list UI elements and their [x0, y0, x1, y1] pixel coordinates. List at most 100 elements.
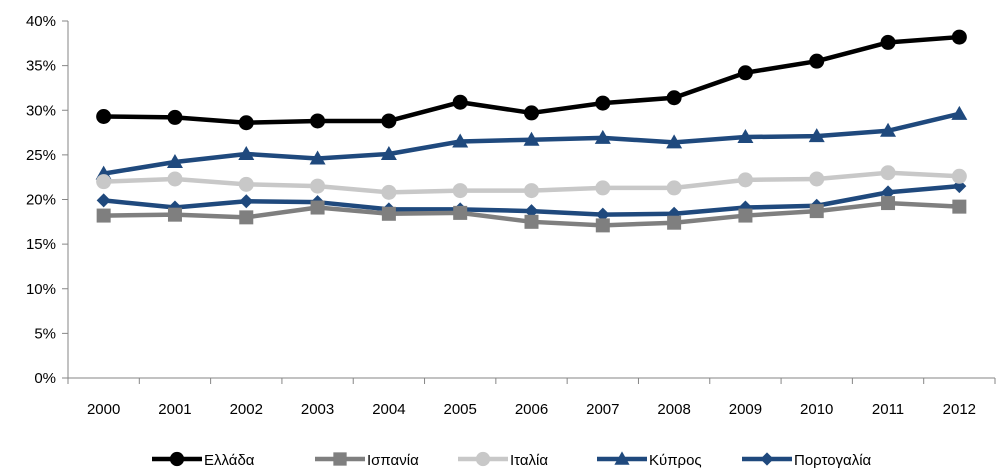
chart-legend: Ελλάδα Ισπανία Ιταλία Κύπρος Πορτογαλία: [152, 451, 872, 469]
data-point-marker: [666, 180, 682, 196]
data-point-marker: [595, 218, 610, 233]
data-point-marker: [523, 131, 540, 146]
data-point-marker: [666, 134, 683, 149]
data-point-marker: [310, 200, 325, 215]
y-tick-label: 25%: [26, 147, 56, 164]
legend-marker: [760, 452, 774, 466]
x-tick-label: 2008: [657, 401, 690, 418]
legend-item: Ισπανία: [315, 452, 419, 469]
data-point-marker: [738, 208, 753, 223]
data-point-marker: [880, 165, 896, 181]
data-point-marker: [595, 207, 610, 222]
legend-item: Ιταλία: [458, 451, 548, 469]
data-point-marker: [667, 215, 682, 230]
legend-item: Ελλάδα: [152, 451, 255, 469]
legend-label: Ιταλία: [510, 452, 548, 469]
data-point-marker: [167, 207, 182, 222]
legend-marker: [614, 451, 630, 465]
legend-label: Κύπρος: [649, 452, 702, 469]
data-point-marker: [452, 94, 468, 110]
data-point-marker: [737, 129, 754, 144]
data-point-marker: [666, 90, 682, 106]
y-tick-label: 35%: [26, 58, 56, 75]
data-point-marker: [737, 172, 753, 188]
legend-label: Πορτογαλία: [794, 452, 872, 469]
data-point-marker: [524, 183, 539, 199]
data-point-marker: [881, 185, 896, 200]
legend-item: Πορτογαλία: [742, 452, 872, 469]
legend-label: Ελλάδα: [204, 452, 255, 469]
series-square: [96, 196, 967, 233]
data-point-marker: [737, 65, 753, 81]
y-tick-label: 20%: [26, 192, 56, 209]
data-point-marker: [595, 180, 611, 196]
data-point-marker: [310, 113, 326, 129]
data-point-marker: [594, 129, 611, 144]
x-tick-label: 2007: [586, 401, 619, 418]
data-point-marker: [381, 113, 397, 129]
data-point-marker: [167, 171, 183, 187]
data-point-marker: [951, 29, 967, 45]
x-tick-label: 2002: [230, 401, 263, 418]
data-point-marker: [309, 150, 326, 165]
y-tick-label: 30%: [26, 102, 56, 119]
data-point-marker: [381, 184, 397, 200]
data-point-marker: [453, 205, 468, 220]
x-tick-label: 2001: [158, 401, 191, 418]
data-point-marker: [880, 34, 896, 50]
data-point-marker: [380, 145, 397, 160]
y-tick-label: 15%: [26, 236, 56, 253]
x-tick-label: 2000: [87, 401, 120, 418]
data-point-marker: [808, 128, 825, 143]
data-point-marker: [239, 194, 254, 209]
x-axis-tick-labels: 2000 2001 2002 2003 2004 2005 2006 2007 2008 2009…: [87, 401, 976, 418]
y-tick-label: 5%: [34, 325, 56, 342]
data-point-marker: [951, 105, 968, 120]
data-point-marker: [452, 133, 469, 148]
chart-series: [95, 29, 968, 233]
data-point-marker: [809, 171, 825, 187]
chart-axes: [62, 20, 996, 384]
y-tick-label: 0%: [34, 370, 56, 387]
data-point-marker: [880, 122, 897, 137]
data-point-marker: [239, 210, 254, 225]
data-point-marker: [96, 193, 111, 208]
data-point-marker: [452, 183, 468, 199]
data-point-marker: [524, 204, 539, 219]
series-circle: [96, 165, 967, 200]
data-point-marker: [96, 208, 111, 223]
data-point-marker: [952, 199, 967, 214]
data-point-marker: [809, 53, 825, 69]
y-axis-tick-labels: 0% 5% 10% 15% 20% 25% 30% 35% 40%: [26, 13, 56, 387]
data-point-marker: [524, 214, 539, 229]
data-point-marker: [524, 105, 539, 121]
legend-marker: [169, 451, 185, 467]
data-point-marker: [951, 168, 967, 184]
x-tick-label: 2006: [515, 401, 548, 418]
x-tick-label: 2011: [872, 401, 904, 418]
legend-marker: [475, 451, 491, 467]
legend-marker: [333, 452, 347, 466]
data-point-marker: [595, 95, 611, 111]
data-point-marker: [166, 154, 183, 169]
data-point-marker: [238, 145, 255, 160]
data-point-marker: [238, 115, 254, 131]
x-tick-label: 2003: [301, 401, 334, 418]
y-tick-label: 40%: [26, 13, 56, 30]
x-tick-label: 2009: [729, 401, 762, 418]
y-tick-label: 10%: [26, 281, 56, 298]
x-tick-label: 2004: [372, 401, 405, 418]
data-point-marker: [381, 206, 396, 221]
x-tick-label: 2005: [444, 401, 477, 418]
legend-label: Ισπανία: [367, 452, 419, 469]
series-circle: [96, 29, 967, 131]
data-point-marker: [96, 108, 112, 124]
data-point-marker: [238, 176, 254, 192]
data-point-marker: [167, 109, 183, 125]
data-point-marker: [310, 178, 326, 194]
x-tick-label: 2010: [800, 401, 833, 418]
data-point-marker: [809, 204, 824, 219]
x-tick-label: 2012: [943, 401, 976, 418]
data-point-marker: [881, 196, 896, 211]
